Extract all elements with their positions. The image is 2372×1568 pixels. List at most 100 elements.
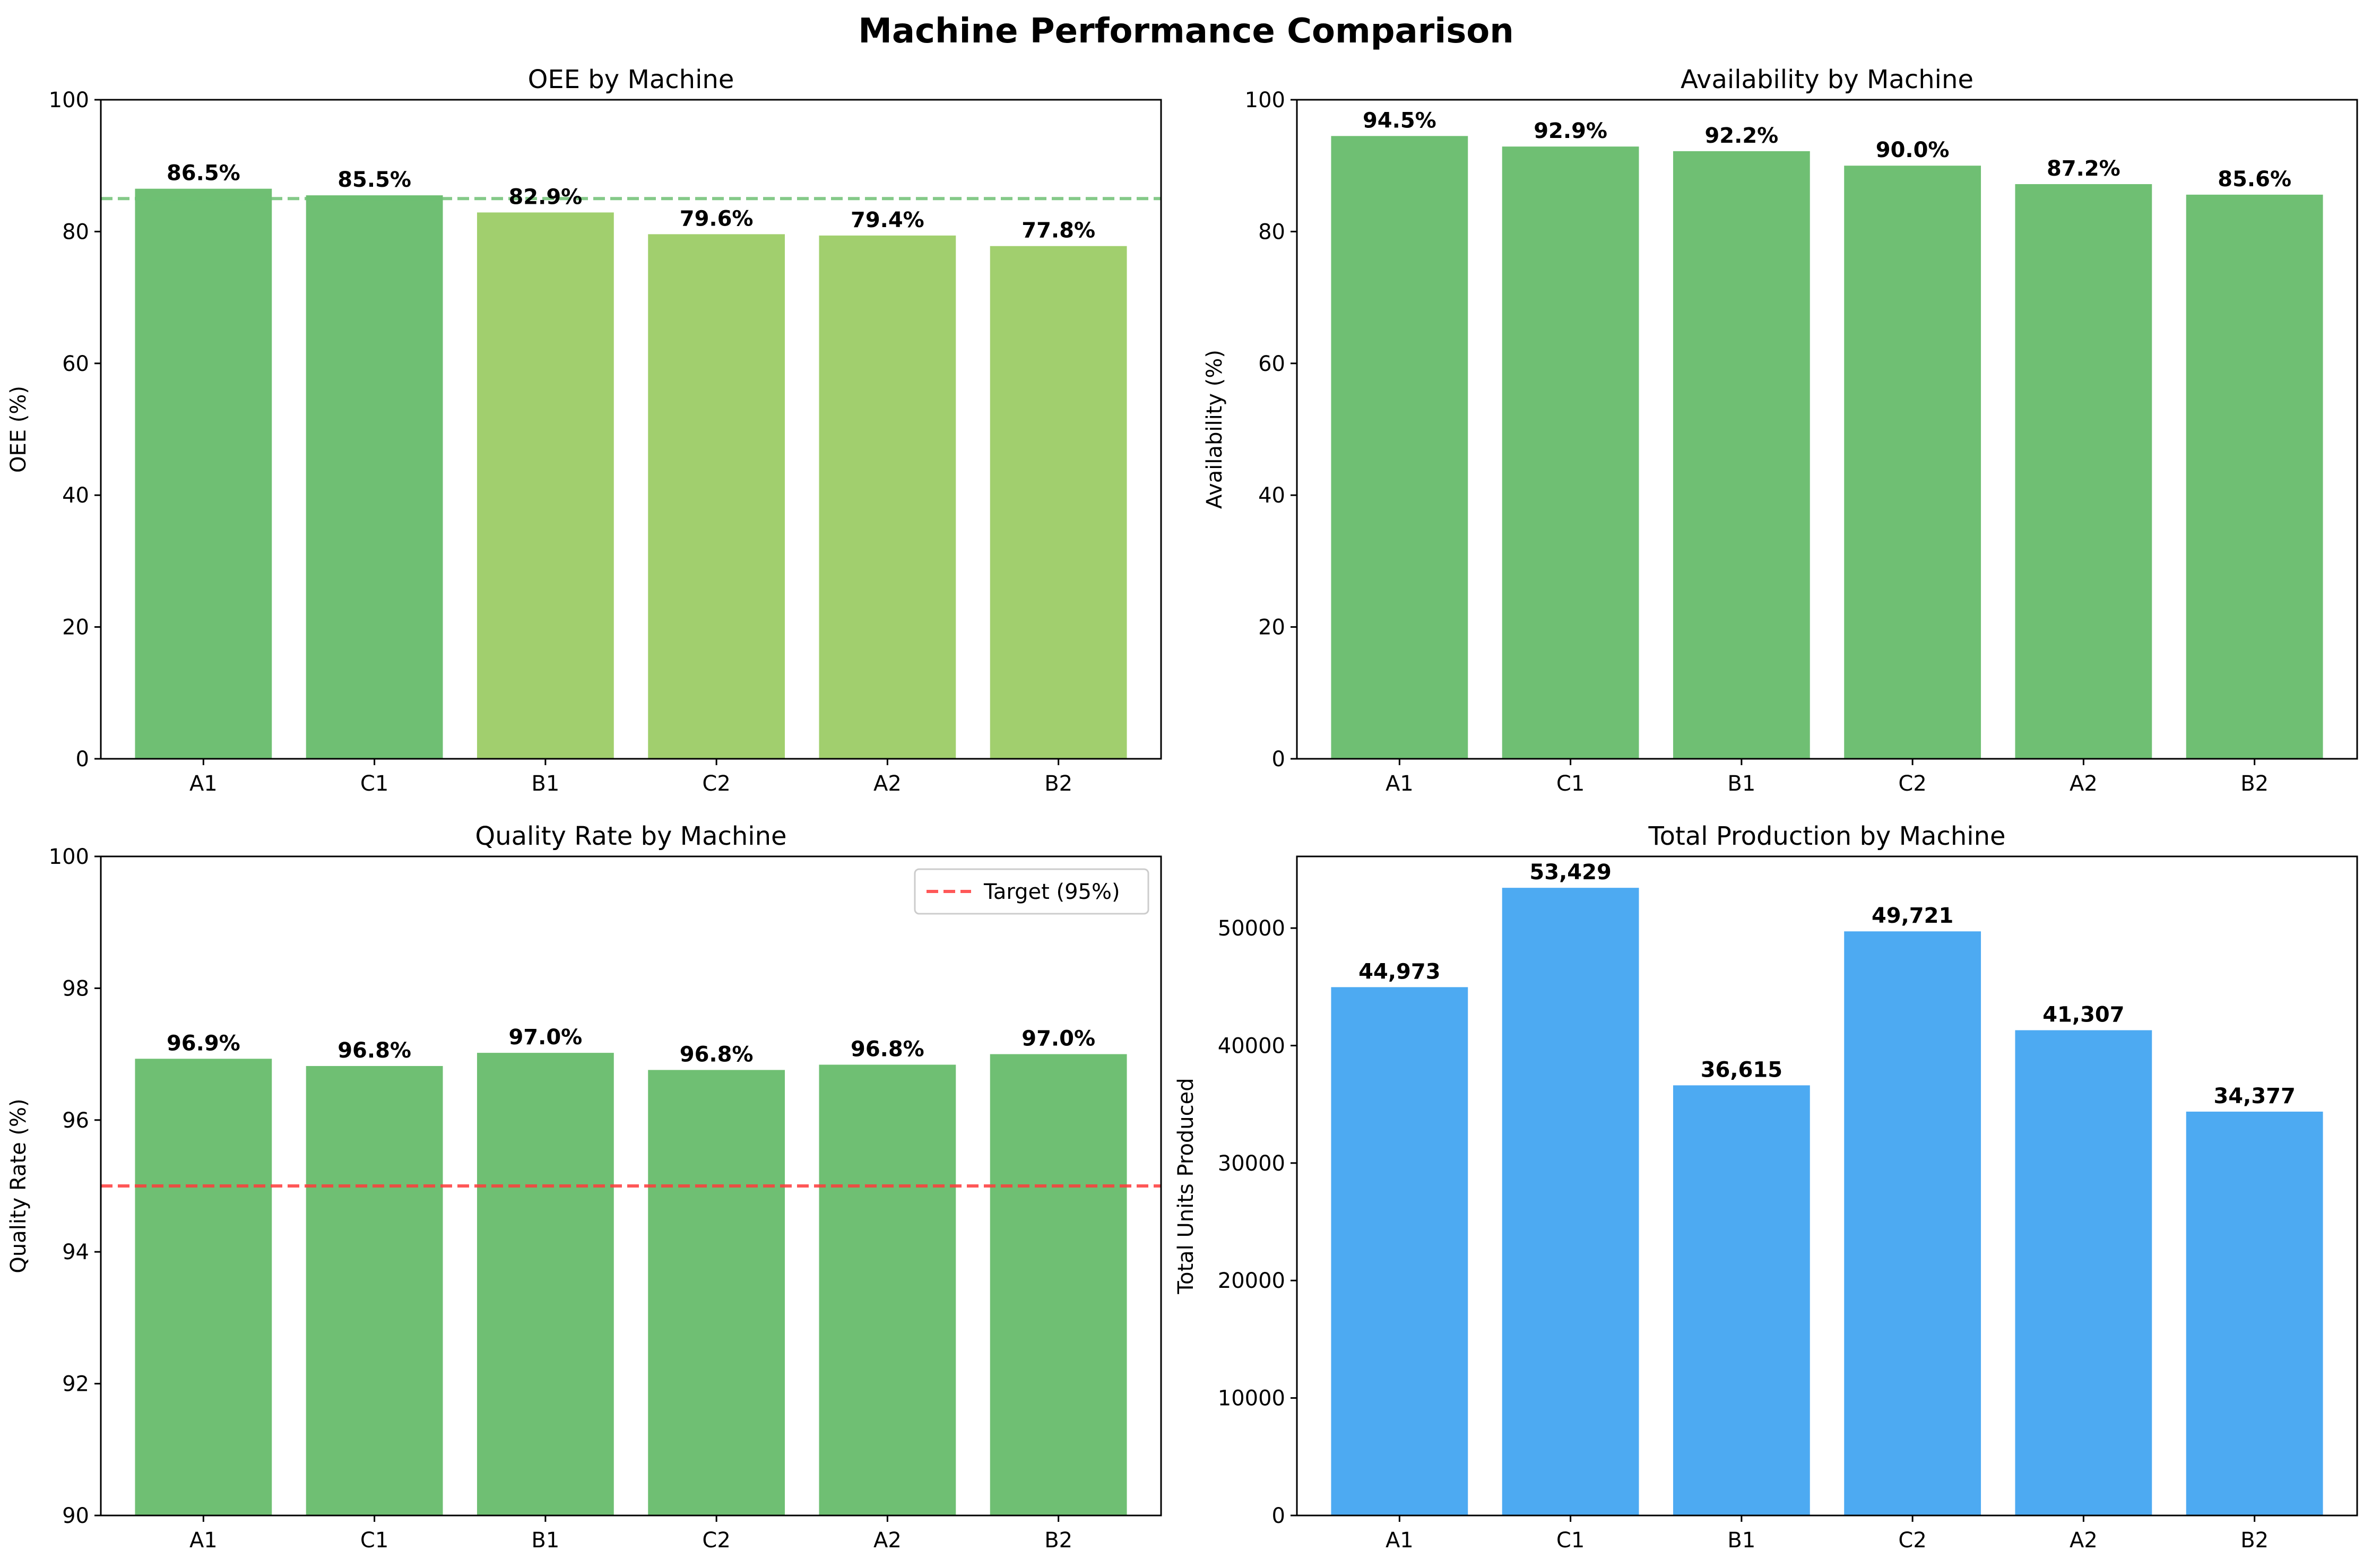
data-label-c2: 90.0% [1876,138,1950,162]
quality-rate-chart: Quality Rate by Machine 96.9% 96.8% 97.0% 96… [6,821,1162,1553]
bar-b1 [1673,1085,1810,1515]
data-label-c2: 96.8% [680,1042,754,1067]
total-production-chart: Total Production by Machine 44,973 53,429 3… [1174,821,2358,1553]
x-tick-label-b1: B1 [1727,1528,1755,1553]
y-tick-label: 0 [1272,1504,1285,1528]
x-tick-label-c2: C2 [702,772,730,796]
plot-frame [1296,855,2358,1517]
y-axis-label: OEE (%) [6,386,31,473]
x-tick-label-c1: C1 [1556,1528,1585,1553]
bar-c2 [648,1070,785,1515]
data-label-b2: 77.8% [1021,219,1095,243]
x-tick-label-b2: B2 [2240,772,2269,796]
x-tick-label-a1: A1 [189,772,218,796]
data-label-a1: 96.9% [167,1031,240,1055]
bar-b1 [1673,151,1810,759]
data-label-c1: 53,429 [1529,860,1611,885]
bar-a2 [2015,1030,2152,1515]
data-label-b2: 85.6% [2218,167,2291,192]
x-tick-label-b1: B1 [531,1528,559,1553]
data-label-c1: 85.5% [337,168,411,192]
data-label-b2: 34,377 [2213,1084,2295,1108]
data-label-b1: 97.0% [508,1025,582,1050]
data-label-a2: 41,307 [2042,1003,2124,1027]
y-tick-label: 96 [62,1108,89,1133]
oee-chart: OEE by Machine 86.5% 85.5% 82.9% 79.6% 79.4% 7… [6,65,1162,796]
bar-a1 [135,1059,272,1515]
bar-c2 [648,234,785,759]
bar-a1 [135,188,272,759]
bar-c1 [306,1065,443,1515]
data-label-c2: 79.6% [680,206,754,231]
bar-a1 [1331,136,1468,759]
y-tick-label: 100 [1245,88,1285,112]
data-label-b1: 92.2% [1704,124,1778,148]
x-tick-label-b1: B1 [531,772,559,796]
y-tick-label: 100 [49,88,89,112]
data-label-b1: 36,615 [1701,1058,1782,1082]
data-label-b1: 82.9% [508,185,582,209]
x-tick-label-a2: A2 [873,772,902,796]
data-label-b2: 97.0% [1021,1027,1095,1051]
data-label-a1: 44,973 [1358,959,1440,984]
x-tick-label-c2: C2 [1898,772,1926,796]
y-tick-label: 0 [1272,747,1285,772]
y-tick-label: 50000 [1218,916,1285,941]
bar-c1 [1502,146,1639,759]
x-tick-label-b2: B2 [1044,1528,1072,1553]
plot-frame [1296,99,2358,760]
x-tick-label-b2: B2 [2240,1528,2269,1553]
y-axis-label: Quality Rate (%) [6,1098,31,1273]
x-tick-label-a1: A1 [189,1528,218,1553]
y-tick-label: 80 [1258,220,1285,244]
y-tick-label: 92 [62,1372,89,1397]
y-tick-label: 20 [62,616,89,640]
x-tick-label-c1: C1 [360,772,388,796]
bar-b2 [2186,194,2323,759]
bar-c1 [306,195,443,759]
y-tick-label: 40 [1258,483,1285,508]
bar-a2 [819,235,956,759]
bar-b2 [990,246,1127,759]
data-label-a1: 94.5% [1363,108,1436,133]
bar-a2 [2015,184,2152,759]
bar-b2 [2186,1111,2323,1515]
data-label-a2: 96.8% [851,1037,924,1061]
x-tick-label-c1: C1 [360,1528,388,1553]
y-tick-label: 100 [49,845,89,869]
plot-frame [100,855,1162,1517]
bar-a1 [1331,987,1468,1515]
data-label-c1: 96.8% [337,1038,411,1063]
data-label-a2: 79.4% [851,208,924,232]
chart-title: Availability by Machine [1681,65,1973,94]
y-tick-label: 98 [62,976,89,1001]
data-label-a2: 87.2% [2047,157,2120,181]
bar-a2 [819,1064,956,1515]
y-tick-label: 40 [62,483,89,508]
chart-title: OEE by Machine [528,65,734,94]
y-tick-label: 94 [62,1240,89,1264]
y-tick-label: 60 [1258,352,1285,376]
data-label-a1: 86.5% [167,161,240,186]
x-tick-label-a2: A2 [873,1528,902,1553]
chart-title: Quality Rate by Machine [475,821,786,851]
bar-c1 [1502,888,1639,1515]
y-axis-label: Total Units Produced [1174,1078,1198,1294]
data-label-c2: 49,721 [1872,904,1953,928]
bar-b1 [477,1053,614,1515]
y-axis-label: Availability (%) [1202,350,1227,509]
bar-c2 [1844,166,1981,759]
y-tick-label: 20 [1258,616,1285,640]
figure-title: Machine Performance Comparison [858,12,1514,51]
y-tick-label: 0 [76,747,89,772]
chart-title: Total Production by Machine [1648,821,2005,851]
x-tick-label-a2: A2 [2070,1528,2098,1553]
legend-box [914,868,1149,915]
availability-chart: Availability by Machine 94.5% 92.9% 92.2% 90… [1202,65,2358,796]
x-tick-label-b2: B2 [1044,772,1072,796]
x-tick-label-c1: C1 [1556,772,1585,796]
x-tick-label-a1: A1 [1386,1528,1414,1553]
x-tick-label-a2: A2 [2070,772,2098,796]
x-tick-label-b1: B1 [1727,772,1755,796]
